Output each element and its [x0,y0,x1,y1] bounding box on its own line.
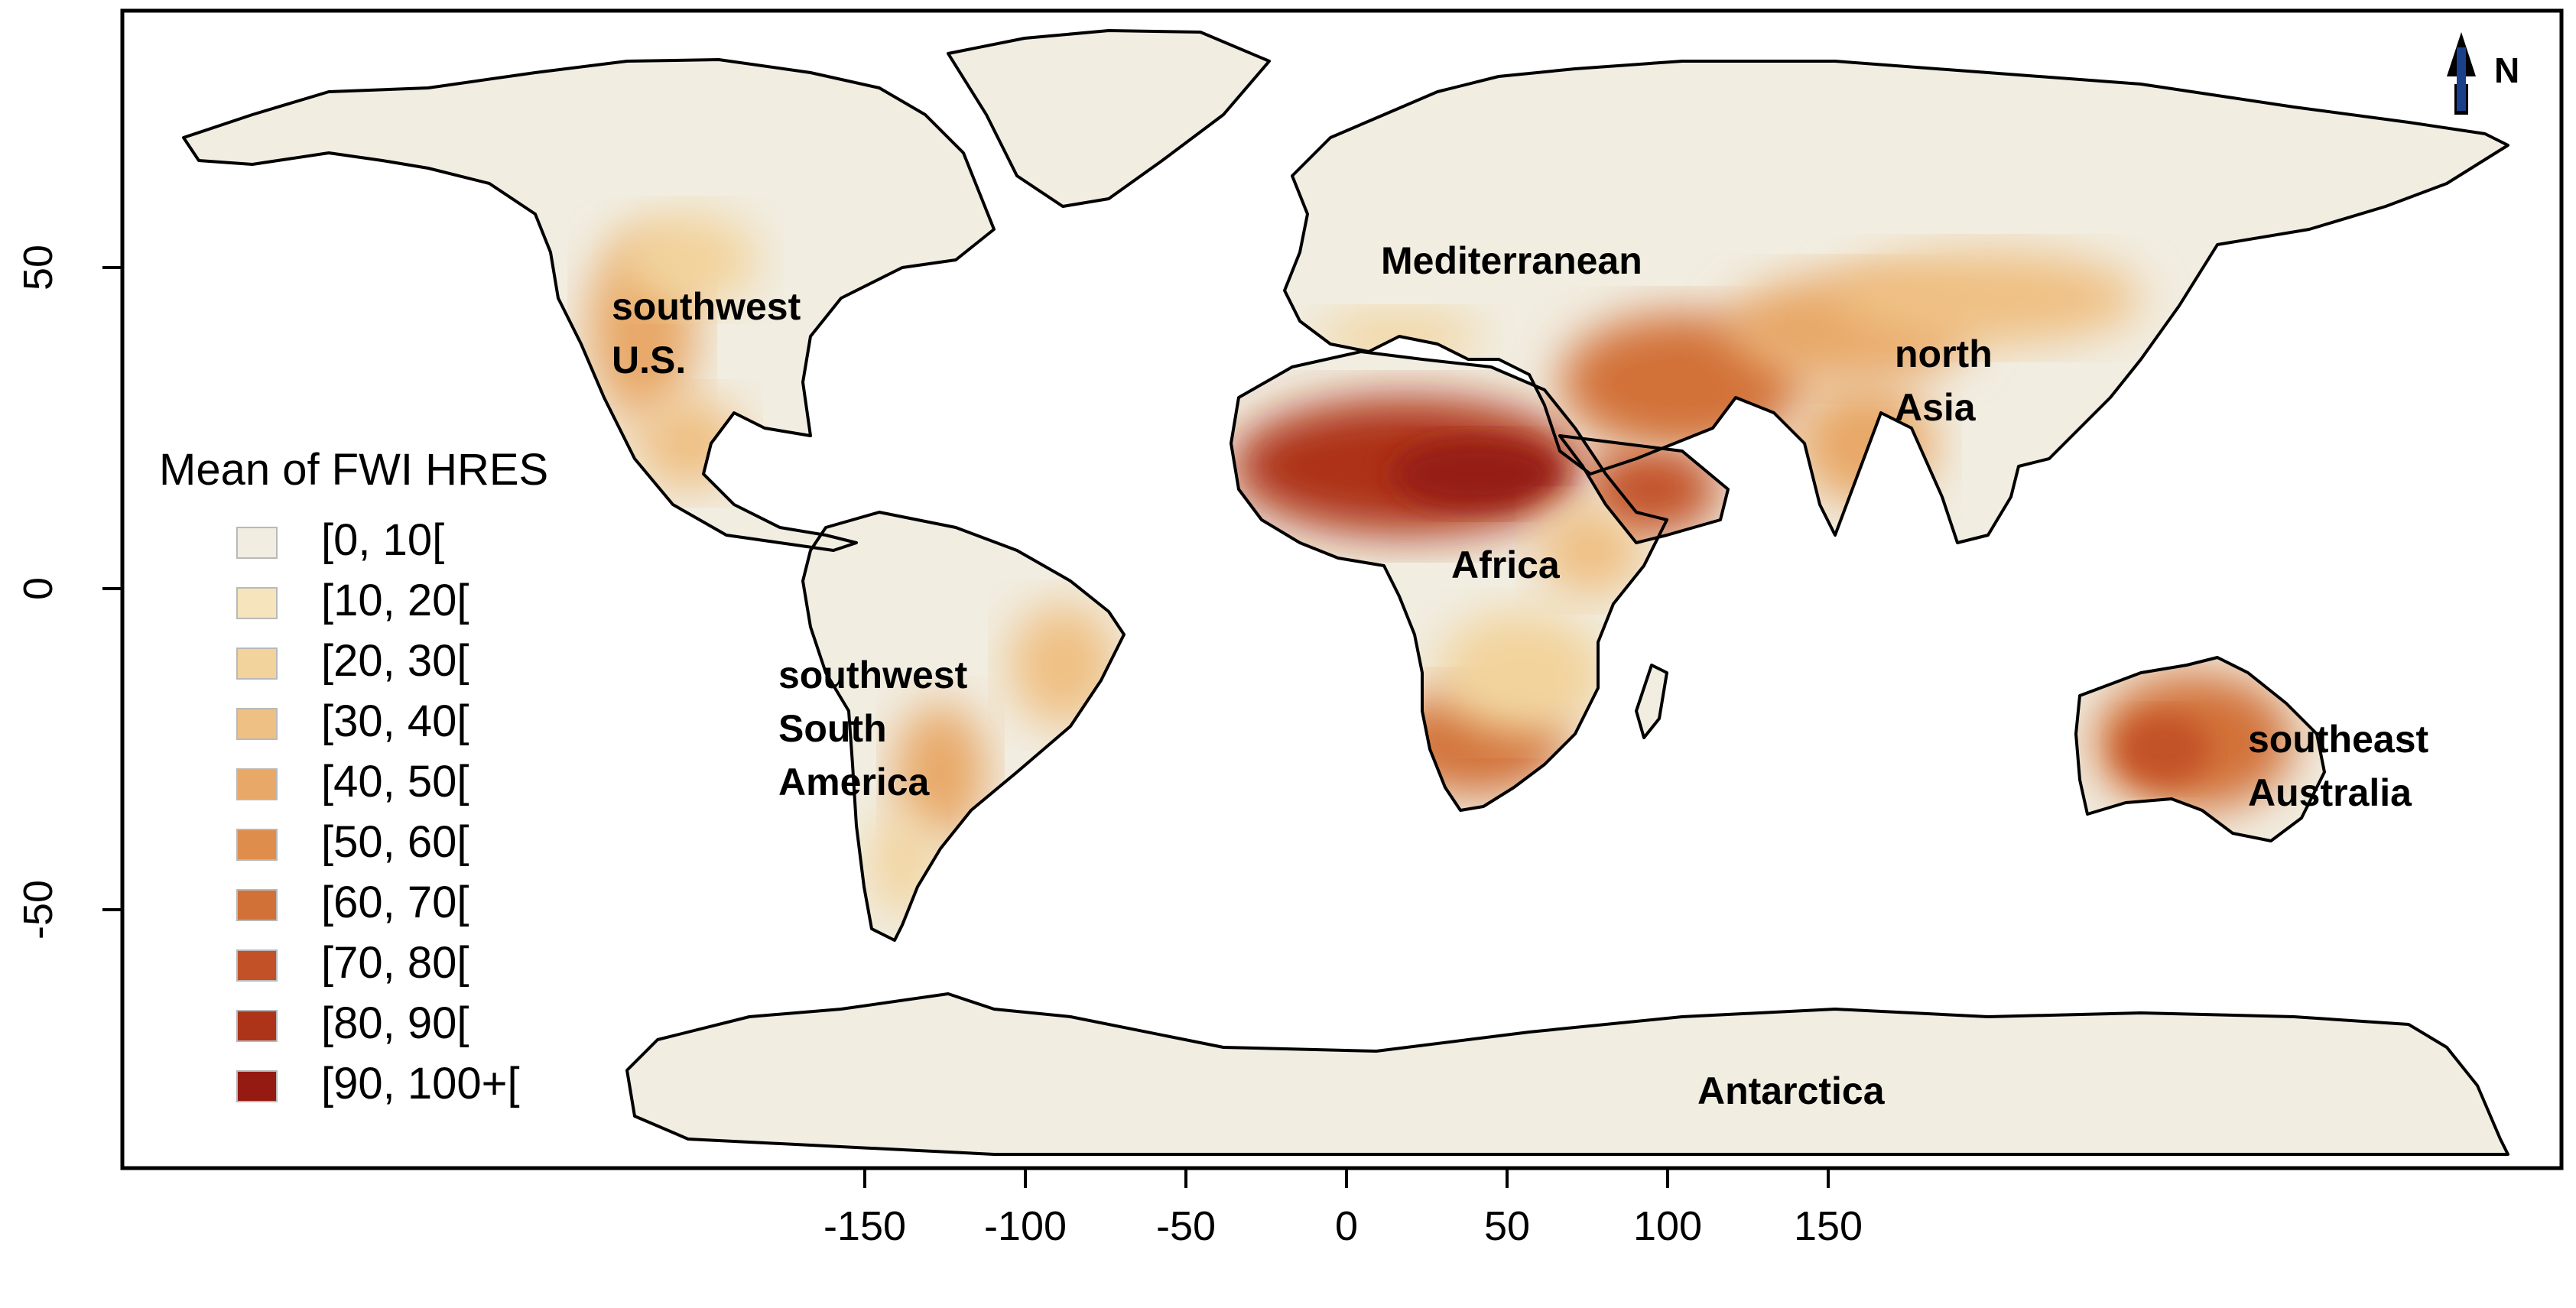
land-masses [182,29,2509,1156]
axes: -150 -100 -50 0 50 100 150 50 0 -50 [15,245,1863,1249]
legend-item: [50, 60[ [236,817,469,867]
legend-swatch [236,889,278,921]
legend-label: [60, 70[ [321,878,469,927]
legend-swatch [236,949,278,982]
legend-item: [20, 30[ [236,636,469,686]
legend-item: [0, 10[ [236,515,444,565]
region-label-north-asia: north Asia [1895,333,1993,429]
x-tick-label: 150 [1794,1203,1863,1249]
heat-zone [1392,440,1560,508]
heat-zone [1835,252,2141,344]
region-label-southwest-south-america: southwest South America [778,654,968,803]
legend-item: [90, 100+[ [236,1059,520,1108]
x-tick-label: -150 [823,1203,906,1249]
heat-zone [895,703,986,841]
legend-label: [20, 30[ [321,636,469,686]
y-tick: 0 [15,577,122,600]
legend-item: [60, 70[ [236,878,469,927]
heat-zone [2118,715,2210,784]
x-tick: -100 [984,1168,1067,1249]
x-tick: 0 [1335,1168,1358,1249]
legend-item: [40, 50[ [236,757,469,807]
region-label-africa: Africa [1451,544,1561,586]
legend-label: [90, 100+[ [321,1059,520,1108]
heat-zone [619,214,757,306]
legend-item: [80, 90[ [236,998,469,1048]
legend-label: [10, 20[ [321,576,469,625]
x-tick: -150 [823,1168,906,1249]
x-tick-label: 0 [1335,1203,1358,1249]
y-tick-label: 50 [15,245,61,290]
legend: Mean of FWI HRES [0, 10[ [10, 20[ [20, 30[ [… [159,445,548,1108]
y-tick: 50 [15,245,122,290]
legend-swatch [236,527,278,559]
x-tick-label: -100 [984,1203,1067,1249]
legend-label: [0, 10[ [321,515,444,565]
legend-swatch [236,1010,278,1042]
north-arrow: N [2447,32,2519,115]
x-tick-label: 100 [1633,1203,1702,1249]
legend-item: [10, 20[ [236,576,469,625]
legend-swatch [236,829,278,861]
x-tick: 150 [1794,1168,1863,1249]
y-tick: -50 [15,880,122,940]
legend-label: [70, 80[ [321,938,469,988]
legend-label: [30, 40[ [321,696,469,746]
x-tick: -50 [1156,1168,1216,1249]
legend-item: [30, 40[ [236,696,469,746]
x-tick: 100 [1633,1168,1702,1249]
legend-swatch [236,587,278,619]
x-tick: 50 [1484,1168,1530,1249]
legend-swatch [236,648,278,680]
heat-zone [1537,505,1644,596]
legend-label: [50, 60[ [321,817,469,867]
legend-label: [40, 50[ [321,757,469,807]
north-label: N [2494,50,2519,90]
y-tick-label: 0 [15,577,61,600]
x-tick-label: -50 [1156,1203,1216,1249]
region-label-southeast-australia: southeast Australia [2248,718,2429,814]
region-label-mediterranean: Mediterranean [1381,239,1642,282]
legend-swatch [236,1070,278,1102]
legend-title: Mean of FWI HRES [159,445,548,495]
y-tick-label: -50 [15,880,61,940]
legend-swatch [236,768,278,800]
x-tick-label: 50 [1484,1203,1530,1249]
region-labels: southwest U.S. Mediterranean north Asia Afric… [612,239,2429,1112]
legend-swatch [236,708,278,740]
legend-item: [70, 80[ [236,938,469,988]
region-label-southwest-us: southwest U.S. [612,285,801,381]
region-label-antarctica: Antarctica [1697,1069,1886,1112]
heat-zone [1437,612,1606,734]
legend-label: [80, 90[ [321,998,469,1048]
